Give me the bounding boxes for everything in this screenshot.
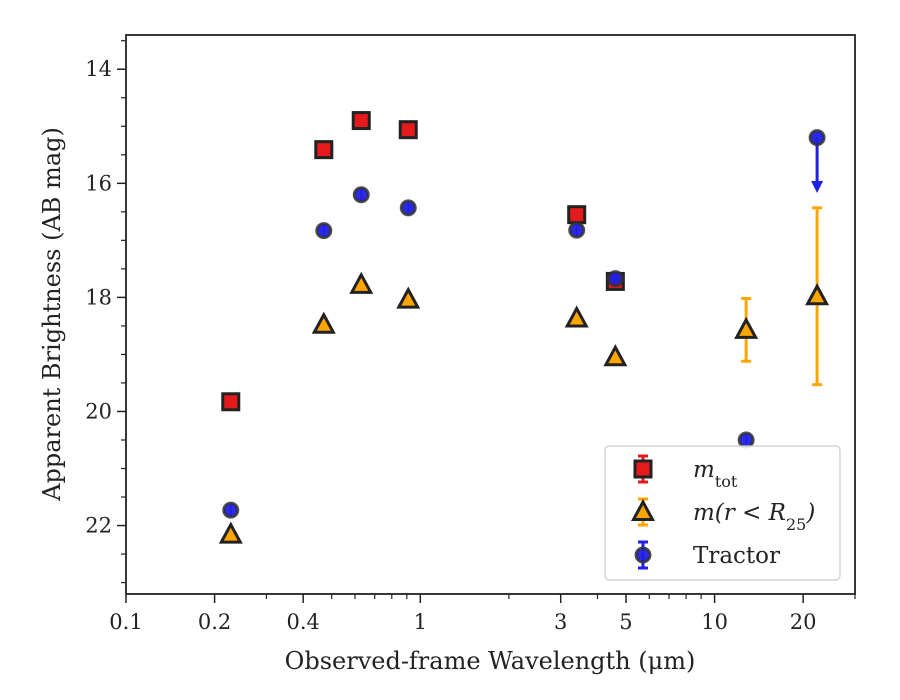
legend-marker — [633, 459, 653, 479]
plot-frame — [125, 34, 856, 595]
x-tick-label: 0.2 — [198, 610, 231, 634]
legend-label: mtot — [693, 457, 738, 491]
data-point — [218, 521, 243, 544]
data-point — [808, 129, 826, 147]
legend-label: Tractor — [693, 543, 780, 569]
data-point — [564, 305, 589, 328]
y-axis-label: Apparent Brightness (AB mag) — [38, 127, 66, 502]
data-point — [603, 344, 628, 367]
series-circle — [222, 129, 826, 519]
legend-marker — [630, 498, 656, 521]
x-tick-label: 0.1 — [109, 610, 142, 634]
data-point — [351, 111, 371, 131]
x-tick-label: 20 — [790, 610, 817, 634]
y-tick-label: 22 — [85, 514, 112, 538]
data-point — [311, 311, 336, 334]
x-axis-label: Observed-frame Wavelength (μm) — [285, 647, 696, 675]
x-tick-label: 0.4 — [286, 610, 319, 634]
y-tick-label: 14 — [85, 57, 112, 81]
y-tick-label: 18 — [85, 285, 112, 309]
data-point — [734, 316, 759, 339]
data-point — [805, 283, 830, 306]
x-tick-label: 3 — [554, 610, 567, 634]
data-point — [221, 392, 241, 412]
y-tick-label: 20 — [85, 399, 112, 423]
data-point — [398, 120, 418, 140]
upper-limit-arrowhead — [811, 181, 824, 194]
data-point — [314, 140, 334, 160]
legend-entry: m(r < R25) — [630, 497, 815, 534]
series-triangle — [218, 206, 830, 544]
series-square — [221, 111, 625, 412]
data-point — [349, 271, 374, 294]
x-tick-label: 10 — [701, 610, 728, 634]
x-tick-label: 5 — [619, 610, 632, 634]
legend-label: m(r < R25) — [693, 500, 815, 534]
legend: mtot m(r < R25) Tractor — [604, 445, 841, 581]
data-point — [396, 286, 421, 309]
x-tick-label: 1 — [414, 610, 427, 634]
legend-box — [604, 445, 841, 581]
legend-entry: mtot — [633, 454, 738, 491]
legend-marker — [634, 546, 652, 564]
legend-entry: Tractor — [634, 540, 780, 570]
plot-area: 0.1 0.2 0.4 1 3 5 10 20 14 16 18 20 22 — [85, 34, 856, 634]
data-point — [567, 205, 587, 225]
y-tick-label: 16 — [85, 171, 112, 195]
